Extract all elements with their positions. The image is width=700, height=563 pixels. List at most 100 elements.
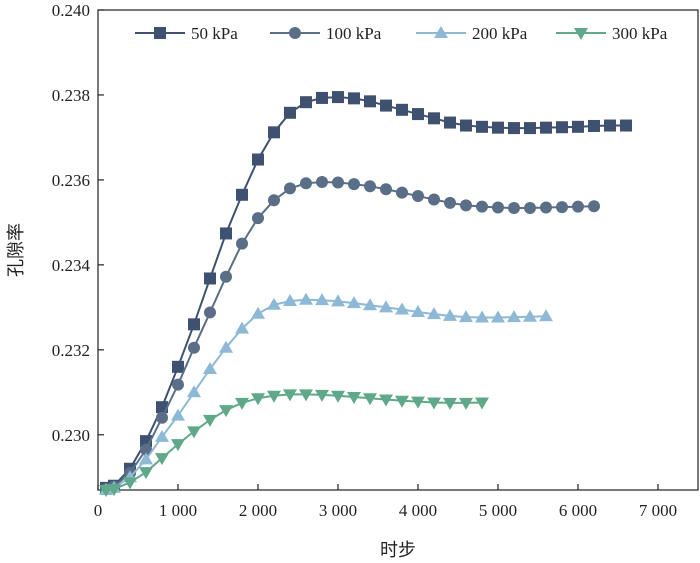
legend-label: 300 kPa [612,24,668,43]
data-point [252,212,264,225]
series-3 [99,389,489,497]
data-point [299,389,313,402]
x-axis-title: 时步 [380,540,416,561]
x-tick-label: 4 000 [399,501,437,520]
data-point [348,178,360,191]
data-point [460,119,472,132]
series-0 [100,91,632,494]
data-point [364,95,376,108]
data-point [364,180,376,193]
data-point [332,176,344,189]
data-point [379,300,393,313]
data-point [395,395,409,408]
data-point [315,389,329,402]
data-point [524,122,536,135]
data-point [316,176,328,189]
data-point [395,302,409,315]
data-point [172,360,184,373]
data-point [508,122,520,135]
data-point [155,429,169,442]
y-axis-title: 孔隙率 [6,223,27,277]
data-point [380,183,392,196]
legend-label: 100 kPa [326,24,382,43]
legend-entry-1: 100 kPa [270,24,382,43]
data-point [283,293,297,306]
data-point [188,318,200,331]
data-point [412,190,424,203]
data-point [268,126,280,139]
data-point [379,394,393,407]
data-point [427,397,441,410]
data-point [332,91,344,104]
data-point [396,103,408,116]
y-tick-label: 0.236 [52,171,90,190]
data-point [219,340,233,353]
data-point [235,397,249,410]
data-point [556,121,568,134]
data-point [540,121,552,134]
data-point [443,308,457,321]
x-tick-label: 6 000 [559,501,597,520]
x-tick-label: 5 000 [479,501,517,520]
y-tick-label: 0.234 [52,256,91,275]
legend-entry-0: 50 kPa [135,24,238,43]
data-point [444,196,456,209]
data-point [508,201,520,214]
data-point [252,153,264,166]
data-point [267,297,281,310]
data-point [348,92,360,105]
data-point [604,119,616,132]
data-point [235,321,249,334]
data-point [187,426,201,439]
y-tick-label: 0.240 [52,1,90,20]
data-point [140,443,152,456]
data-point [251,306,265,319]
data-point [171,408,185,421]
x-tick-label: 2 000 [239,501,277,520]
data-point [300,177,312,190]
x-axis: 0 1 000 2 000 3 000 4 000 5 000 6 000 7 000 [94,484,677,520]
data-point [315,293,329,306]
data-point [428,112,440,125]
data-point [507,310,521,323]
data-point [204,272,216,285]
data-point [459,397,473,410]
data-point [492,121,504,134]
data-point [572,200,584,213]
data-point [331,294,345,307]
data-point [203,361,217,374]
plot-border [97,9,699,491]
data-point [524,201,536,214]
data-point [363,393,377,406]
legend-label: 200 kPa [472,24,528,43]
legend-entry-3: 300 kPa [556,24,668,43]
data-point [251,393,265,406]
data-point [459,310,473,323]
legend-marker [574,28,588,40]
data-point [283,389,297,402]
data-point [540,201,552,214]
x-tick-label: 7 000 [639,501,677,520]
data-point [331,390,345,403]
data-point [428,193,440,206]
data-point [187,385,201,398]
y-tick-label: 0.232 [52,341,90,360]
data-point [220,270,232,283]
data-point [156,411,168,424]
y-axis: 0.230 0.232 0.234 0.236 0.238 0.240 [52,1,104,445]
data-point [492,201,504,214]
data-point [299,292,313,305]
y-tick-label: 0.230 [52,426,90,445]
series-line [105,96,626,489]
data-point [412,108,424,121]
data-point [284,182,296,195]
data-point [267,390,281,403]
legend-entry-2: 200 kPa [416,24,528,43]
data-point [444,116,456,129]
series-2 [99,292,553,495]
plot-frame [97,9,699,491]
x-tick-label: 0 [94,501,103,520]
data-point [427,307,441,320]
legend-marker [434,26,448,38]
legend-marker [154,27,166,39]
